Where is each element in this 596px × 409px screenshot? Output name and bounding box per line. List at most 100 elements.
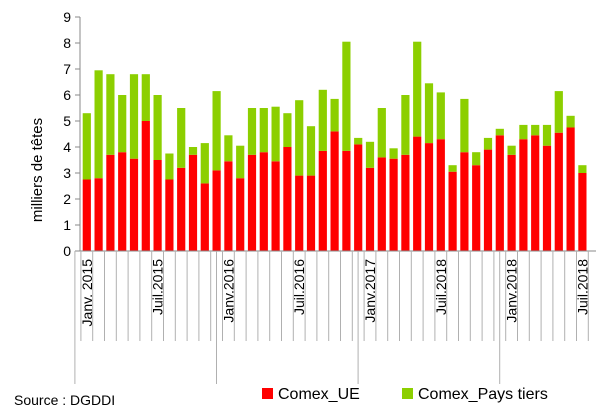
bar-comex-pays-tiers [82, 113, 91, 180]
bar-comex-pays-tiers [306, 126, 316, 176]
bar-comex-pays-tiers [495, 128, 504, 136]
bar-comex-ue [578, 173, 587, 251]
bar-comex-pays-tiers [141, 74, 150, 121]
bar-comex-ue [188, 154, 198, 251]
bar-comex-pays-tiers [295, 100, 304, 176]
bar-comex-pays-tiers [247, 108, 257, 155]
bar-comex-pays-tiers [330, 98, 339, 132]
bar-comex-ue [413, 136, 422, 251]
bar-comex-pays-tiers [106, 74, 115, 155]
x-axis: Janv. 2015 Juil.2015 Janv.2016 Juil.2016 Jan… [74, 250, 596, 384]
bar-comex-ue [519, 139, 528, 251]
bar-comex-pays-tiers [566, 115, 575, 128]
bar-comex-pays-tiers [413, 41, 422, 137]
bar-comex-ue [354, 144, 363, 251]
bar-comex-pays-tiers [401, 95, 410, 155]
bar-comex-pays-tiers [129, 74, 139, 159]
bar-comex-ue [259, 152, 268, 251]
bar-comex-pays-tiers [578, 165, 587, 173]
bar-comex-pays-tiers [236, 145, 245, 179]
bar-comex-pays-tiers [354, 137, 363, 145]
y-tick-label: 3 [63, 165, 71, 181]
bar-comex-ue [129, 158, 139, 251]
y-tick-label: 1 [63, 217, 71, 233]
bar-comex-ue [153, 160, 162, 251]
x-tick-label: Juil.2018 [433, 259, 449, 315]
bar-comex-pays-tiers [507, 145, 516, 155]
y-tick-label: 6 [63, 87, 71, 103]
y-axis-label: milliers de têtes [29, 118, 46, 222]
bar-comex-ue [483, 149, 493, 251]
legend-label-comex-ue: Comex_UE [278, 386, 360, 403]
legend-swatch-comex-ue [262, 388, 273, 399]
bar-comex-ue [118, 152, 127, 251]
bar-comex-pays-tiers [188, 147, 198, 155]
x-tick-label: Juil.2016 [291, 259, 307, 315]
x-tick-label: Janv.2016 [220, 259, 236, 323]
x-tick-label: Janv.2017 [362, 259, 378, 323]
bar-comex-pays-tiers [519, 124, 528, 140]
bar-comex-ue [531, 135, 540, 251]
bar-comex-pays-tiers [389, 148, 398, 159]
bar-comex-ue [141, 121, 150, 251]
bar-comex-ue [106, 154, 115, 251]
bar-comex-ue [377, 157, 386, 251]
x-tick-label: Juil.2015 [150, 259, 166, 315]
source-label: Source : DGDDI [14, 392, 115, 408]
bar-comex-pays-tiers [94, 70, 103, 179]
bar-comex-ue [554, 132, 563, 251]
bar-comex-pays-tiers [531, 124, 540, 136]
y-tick-label: 9 [63, 9, 71, 25]
bar-comex-pays-tiers [483, 137, 493, 150]
bar-comex-pays-tiers [177, 108, 186, 168]
bar-comex-ue [306, 175, 316, 251]
y-tick-label: 8 [63, 35, 71, 51]
bars [82, 41, 587, 251]
bar-comex-ue [365, 167, 375, 251]
bar-comex-pays-tiers [542, 124, 552, 146]
bar-comex-ue [94, 178, 103, 251]
legend-label-comex-pays-tiers: Comex_Pays tiers [418, 386, 548, 403]
bar-comex-ue [472, 165, 481, 251]
y-tick-label: 0 [63, 243, 71, 259]
bar-comex-pays-tiers [259, 108, 268, 153]
bar-comex-ue [177, 167, 186, 251]
bar-comex-ue [566, 127, 575, 251]
bar-comex-pays-tiers [212, 91, 221, 171]
x-tick-label: Janv. 2015 [79, 259, 95, 327]
bar-comex-pays-tiers [377, 108, 386, 158]
bar-comex-ue [495, 135, 504, 251]
bar-comex-ue [200, 183, 209, 251]
bar-comex-ue [165, 179, 174, 251]
bar-comex-ue [507, 154, 516, 251]
bar-comex-ue [342, 150, 351, 251]
y-axis: 0 1 2 3 4 5 6 7 8 9 [63, 9, 81, 259]
bar-comex-pays-tiers [271, 106, 280, 162]
bar-comex-pays-tiers [165, 153, 174, 180]
bar-comex-ue [424, 143, 434, 251]
x-tick-label: Juil.2018 [574, 259, 590, 315]
bar-comex-pays-tiers [153, 95, 162, 160]
bar-comex-ue [460, 152, 469, 251]
bar-comex-pays-tiers [118, 95, 127, 153]
y-tick-label: 7 [63, 61, 71, 77]
bar-comex-ue [542, 145, 552, 251]
bar-comex-ue [224, 161, 233, 251]
bar-comex-pays-tiers [472, 152, 481, 166]
y-tick-label: 5 [63, 113, 71, 129]
bar-comex-pays-tiers [448, 165, 457, 172]
x-tick-label: Janv.2018 [504, 259, 520, 323]
bar-comex-ue [283, 147, 292, 251]
bar-comex-pays-tiers [424, 83, 434, 144]
bar-comex-ue [212, 170, 221, 251]
bar-comex-ue [436, 139, 445, 251]
bar-comex-pays-tiers [436, 92, 445, 140]
bar-comex-pays-tiers [283, 113, 292, 147]
bar-comex-pays-tiers [460, 98, 469, 153]
bar-comex-ue [318, 150, 327, 251]
legend: Comex_UE Comex_Pays tiers [262, 386, 548, 403]
bar-comex-ue [448, 171, 457, 251]
bar-comex-ue [389, 158, 398, 251]
bar-comex-ue [236, 178, 245, 251]
